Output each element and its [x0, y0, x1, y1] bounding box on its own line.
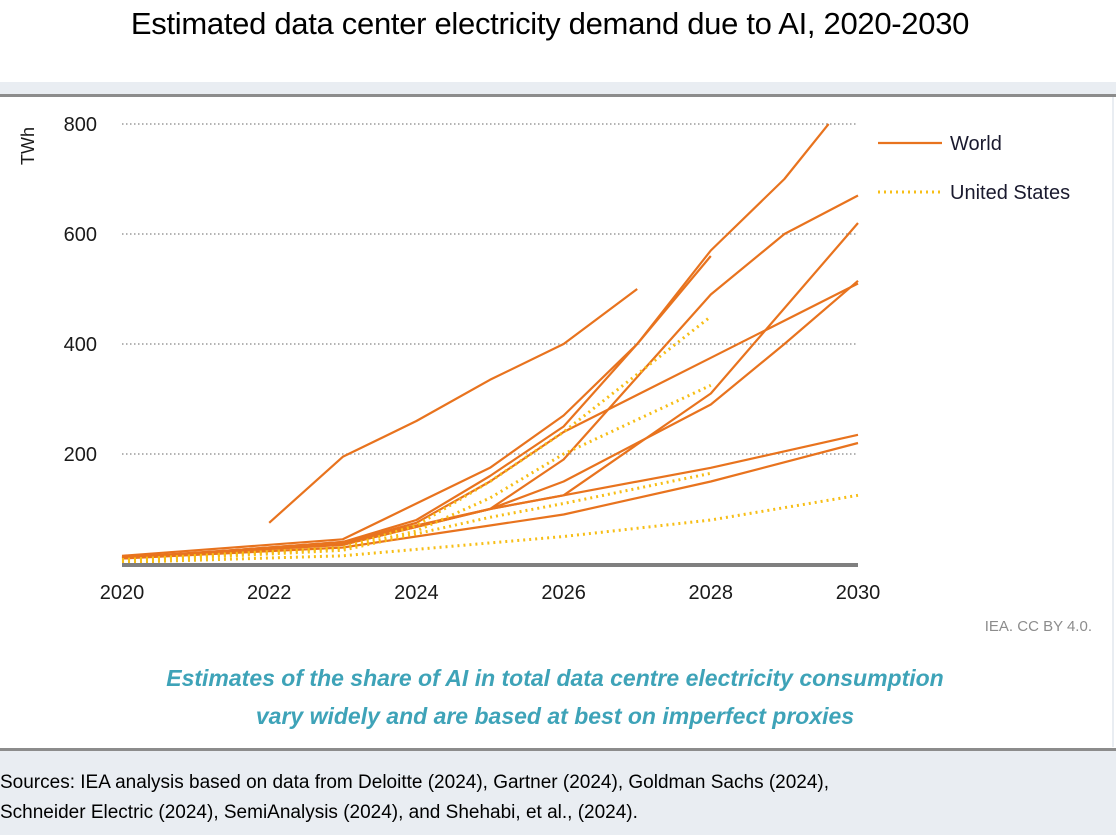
x-tick-label: 2028 [689, 582, 734, 604]
world-series-line [121, 282, 859, 560]
sources-band [0, 748, 1116, 835]
axis-layer: 200 400 600 800 TWh 2020 2022 2024 2026 2028 2030 [18, 114, 880, 604]
x-tick-label: 2024 [394, 582, 439, 604]
world-series-line [268, 288, 638, 524]
y-axis-label: TWh [18, 127, 38, 165]
world-series-line [121, 255, 712, 560]
page-title: Estimated data center electricity demand… [130, 6, 970, 41]
y-tick-label: 800 [64, 114, 97, 136]
grid-layer [122, 123, 858, 455]
sources-line-2: Schneider Electric (2024), SemiAnalysis … [0, 802, 638, 823]
chart-panel [0, 97, 1114, 747]
sources-note: Sources: IEA analysis based on data from… [0, 768, 1112, 828]
legend: World United States [878, 133, 1070, 204]
y-tick-label: 200 [64, 444, 97, 466]
world-series-line [121, 222, 859, 559]
x-tick-label: 2022 [247, 582, 292, 604]
us-series-line [121, 383, 712, 563]
x-tick-label: 2020 [100, 582, 145, 604]
legend-us-label: United States [950, 182, 1070, 204]
top-divider-band [0, 82, 1116, 97]
subtitle-line-1: Estimates of the share of AI in total da… [166, 665, 944, 691]
world-series-line [121, 433, 859, 559]
world-series-line [121, 441, 859, 560]
credit-label: IEA. CC BY 4.0. [984, 618, 1092, 635]
world-series-line [121, 194, 859, 560]
sources-line-1: Sources: IEA analysis based on data from… [0, 772, 830, 793]
subtitle-line-2: vary widely and are based at best on imp… [255, 703, 855, 729]
series-layer [121, 123, 859, 564]
y-tick-label: 400 [64, 334, 97, 356]
x-tick-label: 2026 [541, 582, 586, 604]
x-tick-label: 2030 [836, 582, 881, 604]
legend-world-label: World [950, 133, 1002, 155]
y-tick-label: 600 [64, 224, 97, 246]
world-series-line [121, 123, 830, 557]
